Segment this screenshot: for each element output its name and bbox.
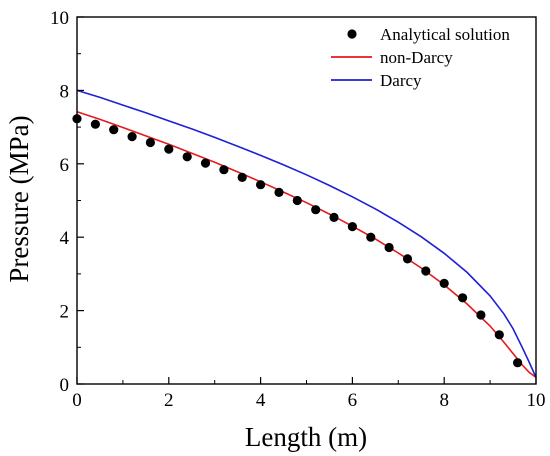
data-point [164,144,174,154]
data-point [219,165,229,175]
x-tick-label: 6 [348,390,358,411]
legend-label: Darcy [380,71,422,90]
data-point [513,358,523,368]
series-line-darcy [76,89,537,378]
x-tick-label: 4 [256,390,266,411]
data-point [366,232,376,242]
data-point [347,222,357,232]
legend-label: non-Darcy [380,48,453,67]
y-tick-label: 10 [50,8,69,29]
x-tick-label: 10 [527,390,546,411]
data-point [421,266,431,276]
x-axis-title: Length (m) [245,422,367,452]
data-point [200,158,211,168]
y-tick-label: 2 [60,302,70,323]
data-point [402,254,413,264]
x-tick-label: 0 [72,390,82,411]
x-tick-label: 8 [439,390,449,411]
y-axis-title: Pressure (MPa) [4,115,34,282]
data-point [494,330,504,340]
legend-label: Analytical solution [380,25,510,44]
data-point [109,125,119,135]
series-layer [72,89,537,379]
data-point [311,205,321,215]
axes-frame [76,16,537,385]
data-point [256,180,266,190]
data-point [458,293,468,303]
data-point [329,212,339,222]
y-tick-label: 6 [60,155,70,176]
axes-layer: 0 2 4 6 8 10 0 2 4 6 8 10 [50,8,546,411]
legend-marker [347,29,357,39]
y-tick-label: 0 [60,375,70,396]
series-line-non-darcy [76,110,537,379]
data-point [127,132,137,142]
data-point [439,278,449,288]
data-point [90,119,100,129]
data-point [292,195,302,206]
data-point [476,310,486,320]
y-tick-label: 4 [60,228,70,249]
data-point [384,242,394,253]
legend: Analytical solution non-Darcy Darcy [331,25,510,90]
data-point [274,187,284,197]
data-point [182,152,192,162]
x-tick-label: 2 [164,390,174,411]
data-point [145,137,155,148]
data-point [237,172,247,182]
y-tick-label: 8 [60,81,70,102]
